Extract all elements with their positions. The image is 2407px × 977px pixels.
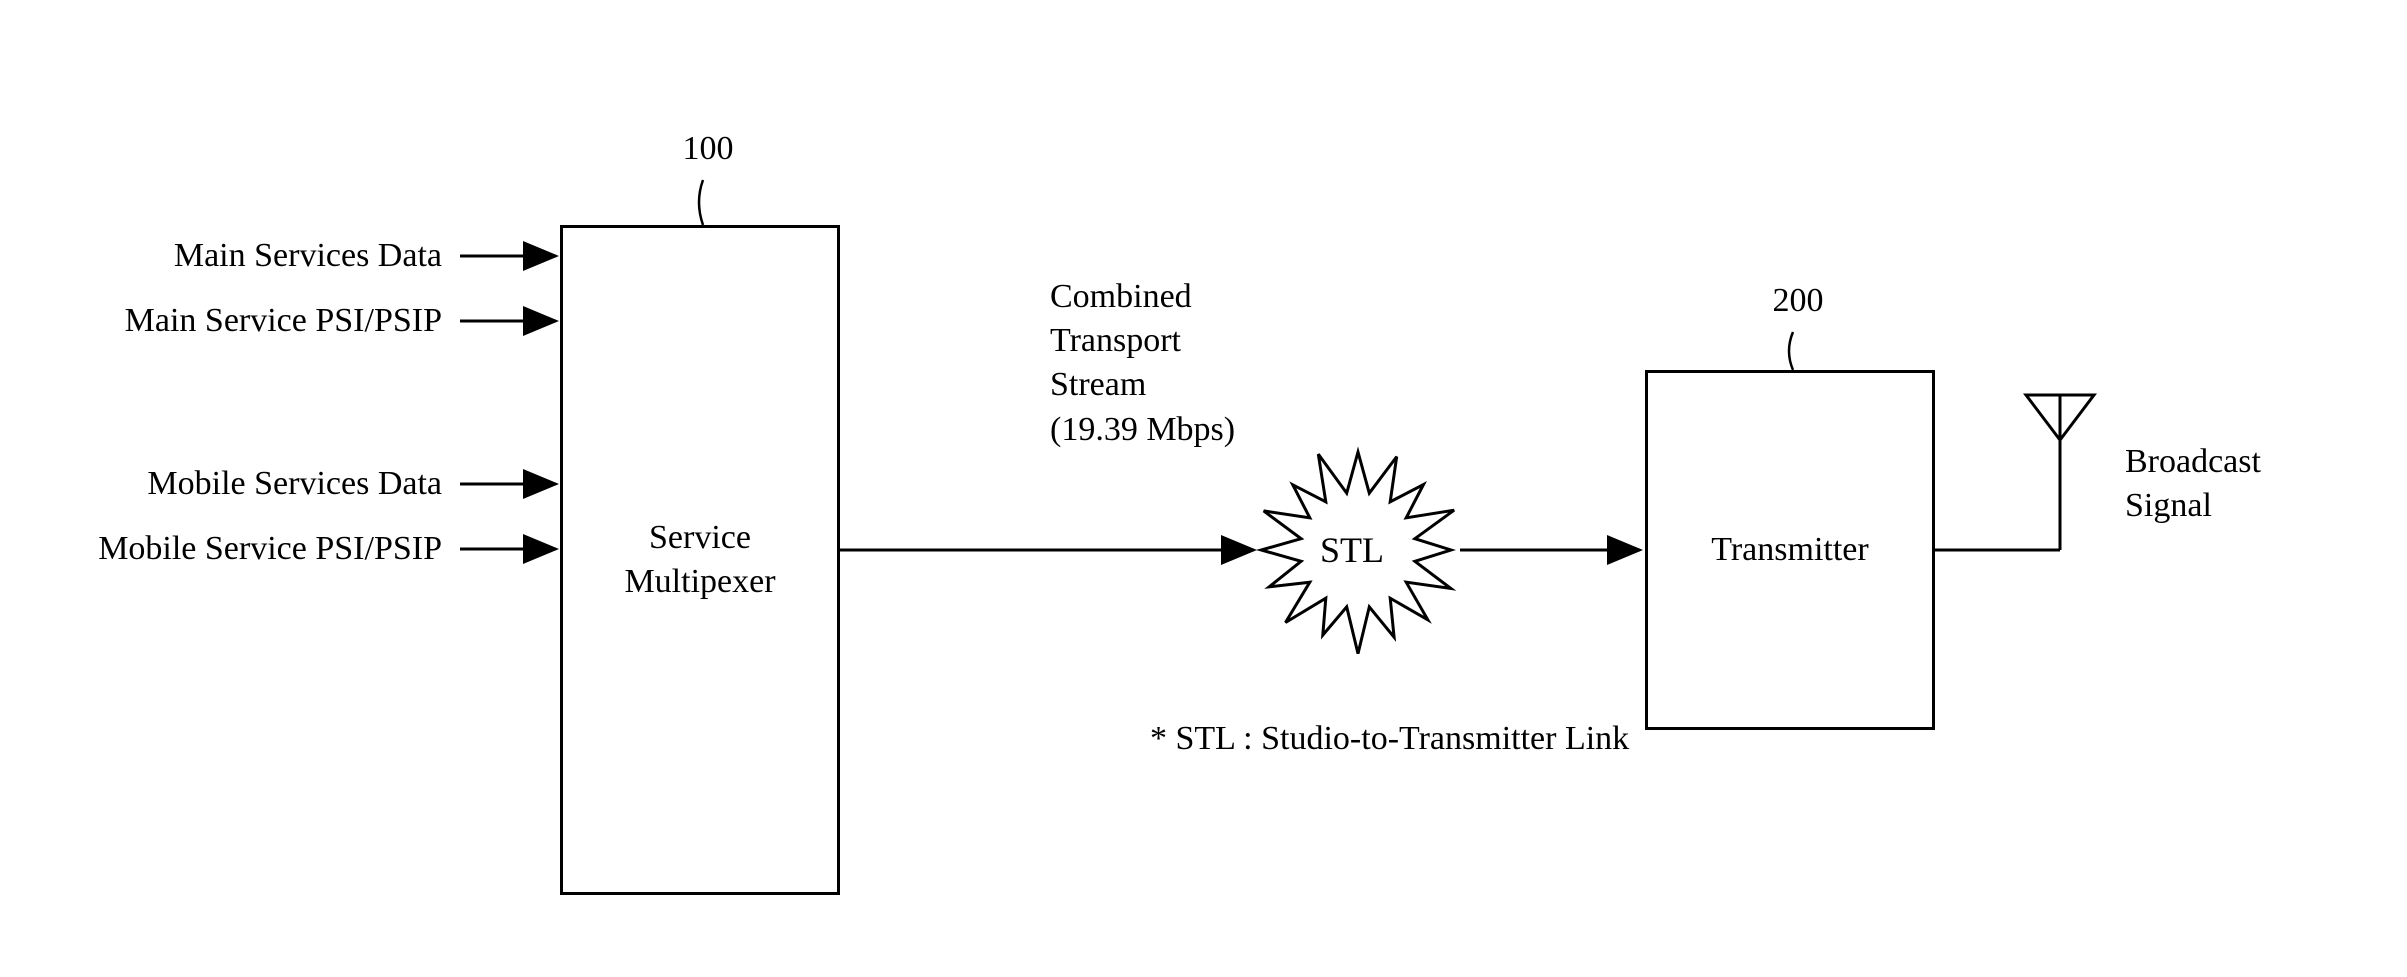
broadcast-signal-label: Broadcast Signal — [2125, 440, 2261, 528]
antenna-icon — [2020, 393, 2100, 453]
tx-to-antenna-line — [0, 0, 2407, 977]
block-diagram: Main Services Data Main Service PSI/PSIP… — [0, 0, 2407, 977]
